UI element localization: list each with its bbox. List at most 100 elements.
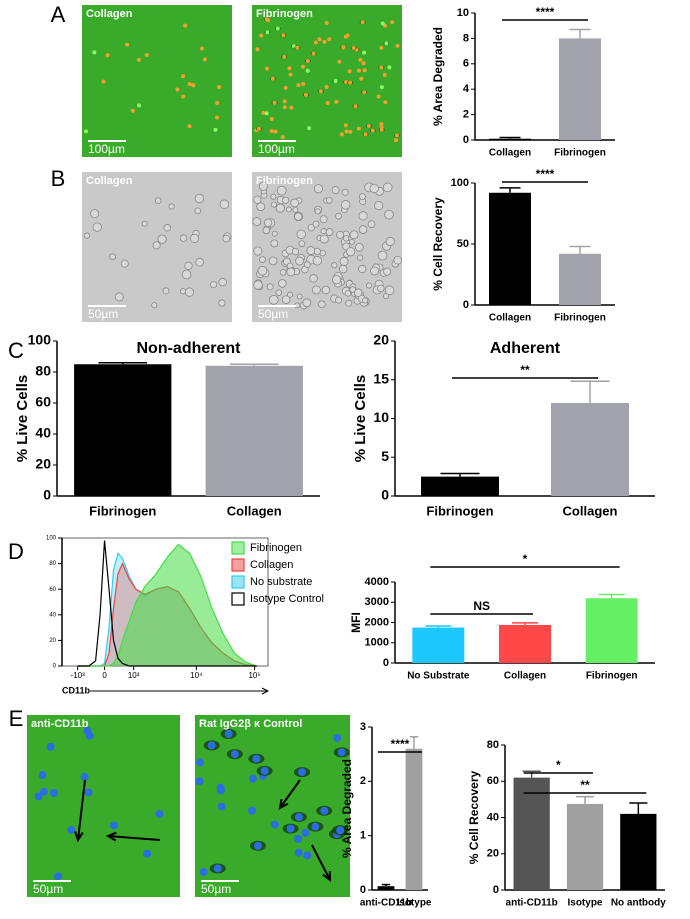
cell	[266, 18, 271, 23]
y-tick-label: 0	[43, 487, 51, 503]
cell	[275, 26, 280, 31]
cell	[383, 100, 388, 105]
cell	[273, 129, 278, 134]
cell	[296, 293, 303, 300]
cell	[253, 195, 262, 204]
x-tick-label: Fibrinogen	[554, 313, 606, 324]
cell	[309, 274, 318, 283]
cell	[265, 66, 270, 71]
cell	[331, 262, 338, 269]
cell	[270, 193, 277, 200]
nucleus	[294, 813, 303, 822]
cell	[268, 256, 278, 266]
cell	[307, 126, 312, 131]
cell	[215, 100, 220, 105]
cell	[306, 246, 316, 255]
cell	[395, 43, 400, 48]
cell	[281, 33, 286, 38]
bar	[566, 803, 604, 890]
cell	[137, 103, 142, 108]
micrograph: Collagen 50µm	[82, 172, 232, 322]
nucleus	[196, 758, 205, 767]
cell	[280, 135, 285, 140]
cell	[271, 230, 278, 237]
cell	[302, 298, 312, 308]
cell	[259, 33, 264, 38]
cell	[363, 132, 368, 137]
cell	[382, 293, 389, 300]
legend-label: Isotype Control	[250, 593, 324, 605]
arrow	[311, 844, 331, 881]
cell	[253, 280, 263, 290]
cell	[359, 76, 364, 81]
cell	[377, 284, 385, 293]
x-tick-label: Collagen	[489, 313, 531, 324]
cell	[312, 256, 323, 266]
cell	[377, 250, 388, 261]
nucleus	[38, 771, 47, 780]
cell	[384, 209, 394, 220]
significance-label: **	[580, 778, 590, 792]
bar	[377, 886, 395, 890]
nucleus	[260, 766, 269, 775]
cell	[258, 181, 268, 191]
cell	[151, 302, 158, 309]
cell	[380, 21, 385, 26]
y-axis-label: % Live Cells	[14, 375, 31, 463]
arrow-head	[278, 798, 289, 810]
nucleus	[39, 787, 48, 796]
scale-label: 50µm	[33, 882, 63, 896]
cell	[268, 295, 279, 305]
cell	[269, 129, 274, 134]
nucleus	[80, 772, 89, 781]
cell	[370, 266, 380, 276]
y-tick-label: 10	[457, 7, 469, 19]
cell	[311, 51, 316, 56]
nucleus	[143, 849, 152, 858]
x-tick-label: Fibrinogen	[426, 503, 493, 518]
cell	[202, 57, 207, 62]
cell	[114, 292, 124, 302]
cell	[264, 111, 269, 116]
bar	[620, 813, 657, 890]
cell	[181, 94, 186, 99]
cell	[262, 226, 271, 235]
image-background	[252, 5, 402, 157]
y-tick-label: 6	[463, 58, 469, 70]
cell	[334, 99, 339, 104]
cell	[357, 254, 364, 261]
cell	[322, 39, 327, 44]
cell	[83, 232, 90, 239]
cell	[92, 50, 97, 55]
cell	[257, 265, 268, 276]
cell	[394, 133, 399, 138]
legend-swatch	[231, 541, 245, 555]
cell	[312, 220, 320, 228]
x-tick-label: No antbody	[611, 898, 666, 909]
cell	[90, 209, 100, 219]
nucleus	[333, 733, 342, 742]
y-tick-label: 0	[463, 299, 469, 311]
cell	[344, 79, 349, 84]
cell	[287, 291, 294, 298]
y-axis-label: MFI	[349, 612, 363, 633]
arrow-head	[74, 831, 84, 843]
nucleus	[85, 731, 94, 740]
panel-letter: B	[51, 166, 66, 191]
cell	[319, 234, 329, 244]
image-label: Rat IgG2β κ Control	[199, 718, 302, 730]
cell	[348, 129, 353, 134]
cell	[345, 299, 353, 307]
image-label: Collagen	[86, 8, 133, 20]
panel-letter: D	[8, 539, 24, 564]
legend-label: Collagen	[250, 559, 293, 571]
y-tick-label: 3000	[365, 596, 389, 608]
nucleus	[213, 864, 222, 873]
y-tick-label: 40	[49, 612, 56, 618]
arrow-head	[105, 831, 117, 842]
cell	[199, 46, 204, 51]
image-label: Collagen	[86, 175, 133, 187]
significance-label: *	[556, 758, 561, 772]
x-tick-label: anti-CD11b	[506, 898, 558, 909]
arrow	[107, 835, 161, 841]
